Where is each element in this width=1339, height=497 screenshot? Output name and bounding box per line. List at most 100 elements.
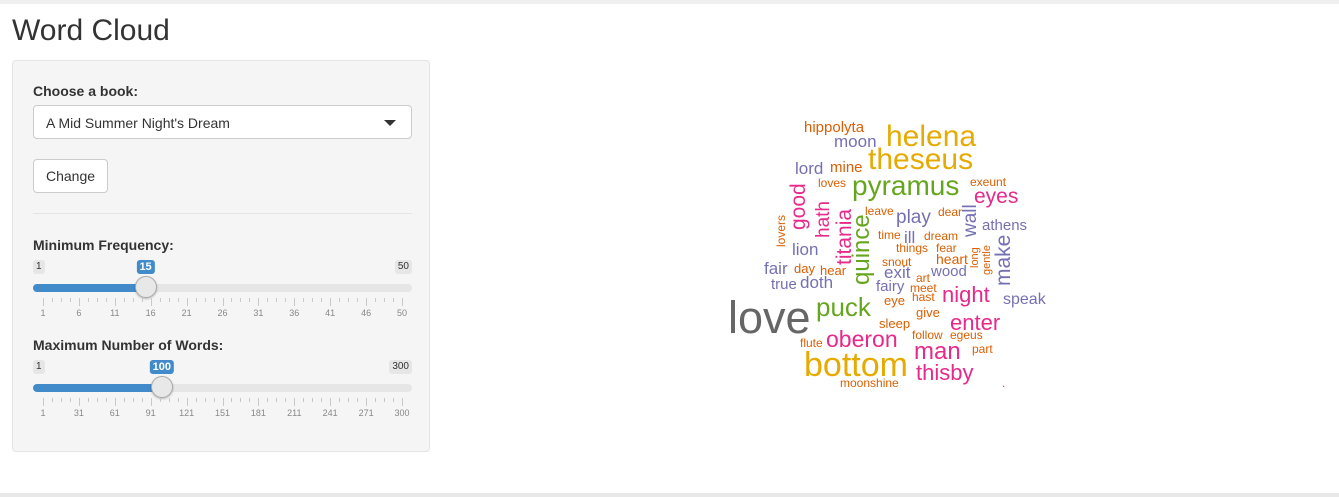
slider-handle[interactable] xyxy=(150,376,173,398)
cloud-word: doth xyxy=(800,273,834,292)
slider-tick xyxy=(69,398,71,402)
cloud-word: hippolyta xyxy=(804,119,865,136)
slider-tick-label: 181 xyxy=(250,408,266,418)
slider-tick xyxy=(267,398,269,402)
slider-tick xyxy=(222,398,224,406)
cloud-word: egeus xyxy=(950,328,983,342)
slider-tick xyxy=(204,298,206,302)
slider-min-label: 1 xyxy=(33,360,45,374)
cloud-word: leave xyxy=(865,204,894,218)
slider-tick xyxy=(132,298,134,302)
slider-tick xyxy=(384,398,386,402)
slider-tick xyxy=(258,398,260,406)
cloud-word: puck xyxy=(816,292,871,322)
slider-tick-label: 1 xyxy=(40,408,46,418)
slider-tick xyxy=(204,398,206,402)
chevron-down-icon xyxy=(384,120,396,126)
sidebar-panel: Choose a book: A Mid Summer Night's Drea… xyxy=(12,60,430,452)
cloud-word: hear xyxy=(820,263,847,278)
divider xyxy=(33,213,412,214)
slider-tick-label: 41 xyxy=(325,308,336,318)
slider-tick-label: 31 xyxy=(253,308,264,318)
slider-tick xyxy=(114,398,116,406)
slider-tick xyxy=(240,298,242,302)
slider-tick xyxy=(123,398,125,402)
slider-tick-label: 151 xyxy=(214,408,231,418)
slider-tick xyxy=(222,298,224,306)
slider-track[interactable] xyxy=(33,384,412,392)
slider-tick xyxy=(231,398,233,402)
slider-tick xyxy=(195,398,197,402)
slider-tick-label: 16 xyxy=(145,308,156,318)
slider-tick xyxy=(285,398,287,402)
cloud-word: bottom xyxy=(804,346,908,384)
cloud-word: eyes xyxy=(974,185,1019,208)
slider-tick xyxy=(393,298,395,302)
slider-tick-label: 6 xyxy=(76,308,82,318)
slider-tick xyxy=(159,398,161,402)
max-words-slider[interactable]: 1 300 100 1 31 61 91 121 151 181 211 241 271 300 xyxy=(33,360,412,420)
slider-tick xyxy=(96,298,98,302)
slider-tick xyxy=(150,398,152,406)
slider-handle[interactable] xyxy=(134,276,157,298)
top-border xyxy=(0,0,1339,4)
slider-tick-label: 271 xyxy=(358,408,374,418)
slider-fill xyxy=(33,384,162,392)
slider-tick-label: 1 xyxy=(40,308,46,318)
slider-tick xyxy=(402,298,403,306)
slider-tick xyxy=(213,398,215,402)
slider-tick xyxy=(384,298,386,302)
cloud-word: quince xyxy=(848,214,875,285)
cloud-word: exeunt xyxy=(970,175,1007,189)
min-frequency-slider[interactable]: 1 50 15 1 6 11 16 21 26 31 36 41 46 50 xyxy=(33,260,412,320)
slider-track[interactable] xyxy=(33,284,412,292)
slider-tick xyxy=(321,398,323,402)
cloud-word: part xyxy=(972,342,993,356)
slider-tick xyxy=(330,398,332,406)
slider-value-bubble: 15 xyxy=(136,260,155,274)
cloud-word: speak xyxy=(1003,291,1046,308)
cloud-word: things xyxy=(896,241,929,255)
cloud-word: heart xyxy=(936,251,968,267)
slider-tick xyxy=(366,298,368,306)
cloud-word: follow xyxy=(912,328,943,342)
slider-tick-label: 46 xyxy=(361,308,372,318)
slider-min-label: 1 xyxy=(33,260,45,274)
cloud-word: man xyxy=(914,338,961,365)
cloud-word: theseus xyxy=(868,143,974,176)
cloud-word: lovers xyxy=(774,214,788,247)
cloud-word: fairy xyxy=(876,278,905,295)
cloud-word: fear xyxy=(936,241,957,255)
slider-tick xyxy=(69,298,71,302)
slider-tick xyxy=(375,398,377,402)
slider-tick xyxy=(375,298,377,302)
min-frequency-label: Minimum Frequency: xyxy=(33,237,174,253)
cloud-word: helena xyxy=(886,120,977,153)
slider-tick xyxy=(51,398,53,402)
slider-tick xyxy=(177,298,179,302)
slider-tick xyxy=(402,398,403,406)
cloud-word: athens xyxy=(982,217,1028,234)
slider-tick xyxy=(249,298,251,302)
slider-tick xyxy=(393,398,395,402)
slider-tick xyxy=(168,398,170,402)
slider-tick xyxy=(132,398,134,402)
cloud-word: hath xyxy=(813,201,834,238)
slider-tick xyxy=(78,298,80,306)
slider-tick-label: 11 xyxy=(110,308,120,318)
book-select-label: Choose a book: xyxy=(33,83,139,99)
book-select[interactable]: A Mid Summer Night's Dream xyxy=(33,105,412,139)
cloud-word: oberon xyxy=(826,326,898,352)
slider-tick xyxy=(294,298,296,306)
cloud-word: sleep xyxy=(879,316,911,331)
slider-max-label: 50 xyxy=(394,260,412,274)
slider-tick xyxy=(276,298,278,302)
cloud-word: night xyxy=(942,282,990,307)
cloud-word: wall xyxy=(960,204,981,237)
cloud-word: play xyxy=(896,207,931,228)
change-button[interactable]: Change xyxy=(33,159,108,193)
slider-tick xyxy=(285,298,287,302)
slider-tick-label: 26 xyxy=(217,308,228,318)
slider-tick xyxy=(195,298,197,302)
slider-tick-label: 121 xyxy=(179,408,195,418)
